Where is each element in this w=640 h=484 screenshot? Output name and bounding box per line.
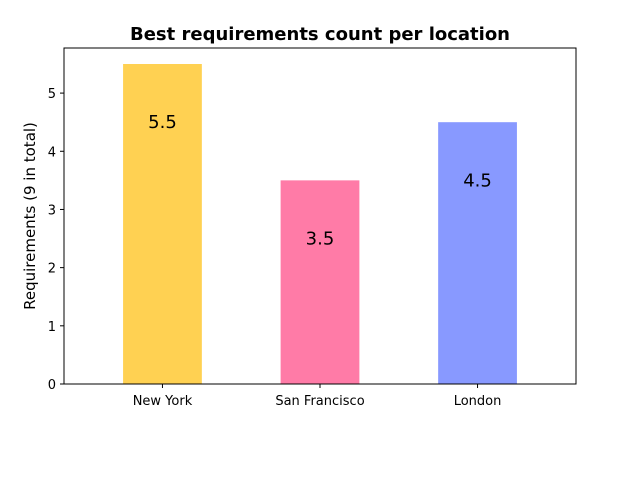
y-tick-label: 5	[48, 87, 56, 102]
bar-san-francisco	[280, 180, 360, 384]
x-axis: New York San Francisco London	[133, 384, 502, 409]
x-tick-label: San Francisco	[275, 394, 364, 409]
bar-london	[438, 122, 517, 384]
y-axis: 0 1 2 3 4 5	[48, 87, 64, 393]
bars-layer	[123, 64, 517, 384]
bar-new-york	[123, 64, 202, 384]
chart-title: Best requirements count per location	[130, 24, 510, 45]
bar-value-label: 5.5	[148, 112, 177, 133]
y-tick-label: 0	[48, 378, 56, 393]
bar-value-label: 3.5	[306, 229, 335, 250]
y-tick-label: 3	[48, 203, 56, 218]
x-tick-label: London	[454, 394, 502, 409]
y-tick-label: 4	[48, 145, 56, 160]
bar-value-label: 4.5	[463, 170, 492, 191]
data-labels-layer: 5.5 3.5 4.5	[148, 112, 492, 249]
y-axis-label: Requirements (9 in total)	[21, 122, 39, 310]
y-tick-label: 1	[48, 320, 56, 335]
y-tick-label: 2	[48, 262, 56, 277]
x-tick-label: New York	[133, 394, 193, 409]
